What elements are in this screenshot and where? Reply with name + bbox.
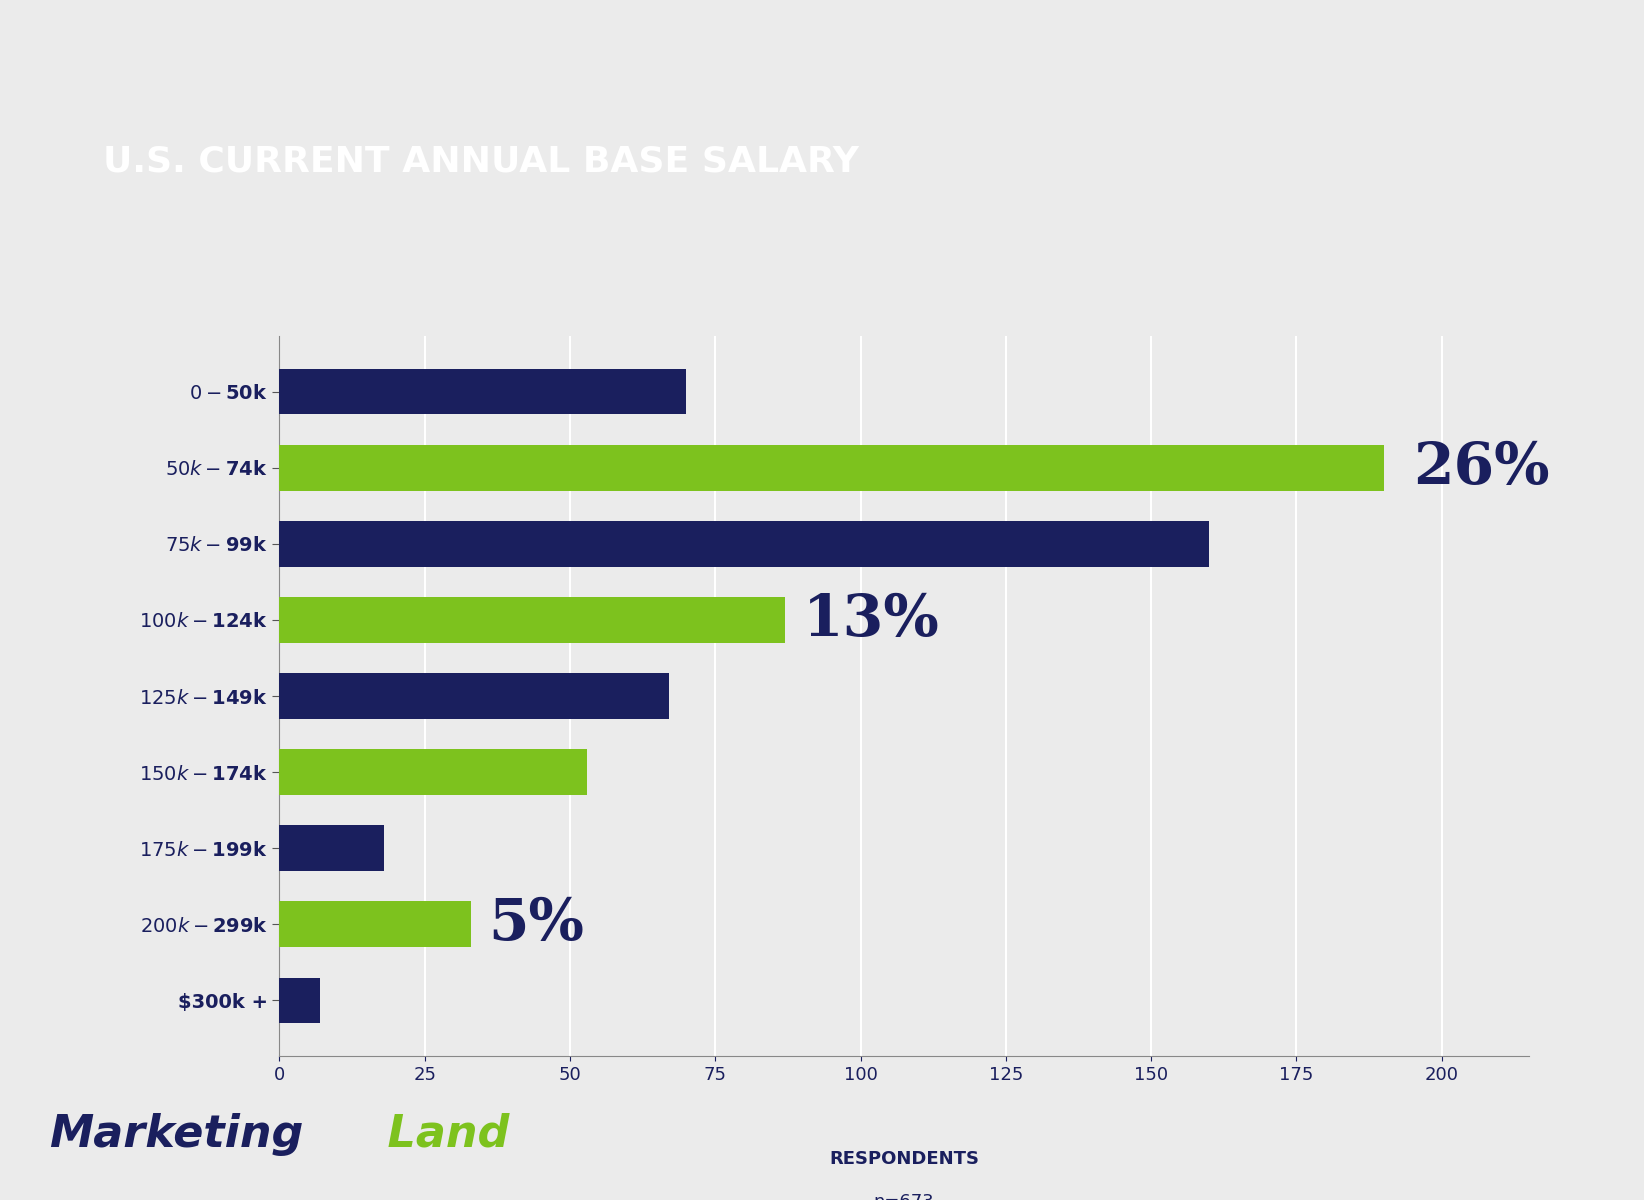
- Bar: [279, 673, 669, 719]
- Text: Marketing: Marketing: [49, 1112, 304, 1156]
- Text: n=673: n=673: [875, 1193, 934, 1200]
- Bar: [279, 521, 1210, 566]
- Bar: [279, 368, 686, 414]
- Bar: [279, 826, 385, 871]
- Text: RESPONDENTS: RESPONDENTS: [829, 1150, 980, 1168]
- Text: 5%: 5%: [488, 896, 585, 953]
- Bar: [279, 978, 321, 1024]
- Text: 26%: 26%: [1412, 439, 1549, 496]
- Text: U.S. CURRENT ANNUAL BASE SALARY: U.S. CURRENT ANNUAL BASE SALARY: [104, 145, 858, 179]
- Text: 13%: 13%: [802, 592, 939, 648]
- Bar: [279, 749, 587, 794]
- Text: Land: Land: [372, 1112, 510, 1156]
- Bar: [279, 901, 472, 947]
- Bar: [279, 598, 786, 643]
- Bar: [279, 445, 1384, 491]
